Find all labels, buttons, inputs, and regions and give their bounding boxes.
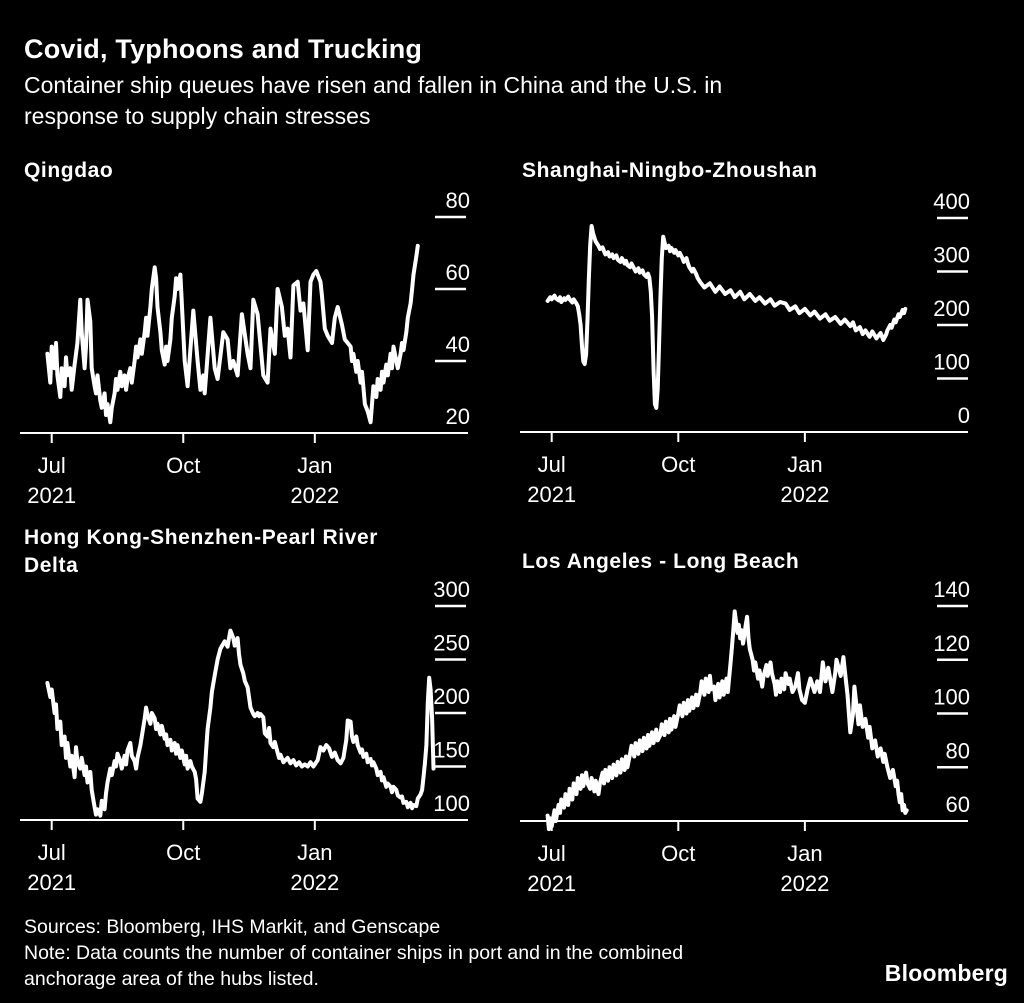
series-line-hongkong bbox=[45, 628, 436, 818]
x-tick-year-2022-losangeles: 2022 bbox=[780, 871, 829, 896]
x-tick-label-jul-hongkong: Jul bbox=[38, 840, 66, 865]
chart-title-qingdao: Qingdao bbox=[24, 157, 113, 185]
x-tick-label-oct-losangeles: Oct bbox=[661, 841, 695, 866]
x-tick-year-2021-losangeles: 2021 bbox=[527, 871, 576, 896]
y-tick-label-140-losangeles: 140 bbox=[933, 577, 970, 602]
y-tick-label-80-losangeles: 80 bbox=[946, 738, 970, 763]
x-tick-year-2021-qingdao: 2021 bbox=[27, 483, 76, 508]
chart-title-hong-kong-shenzhen-pearl-river-delta: Hong Kong-Shenzhen-Pearl River Delta bbox=[24, 524, 378, 580]
x-tick-label-oct-hongkong: Oct bbox=[166, 840, 200, 865]
y-tick-label-400-shanghai: 400 bbox=[933, 189, 970, 214]
chart-title-hong-kong-line-1: Hong Kong-Shenzhen-Pearl River bbox=[24, 526, 379, 549]
x-tick-label-jan-losangeles: Jan bbox=[787, 841, 822, 866]
y-tick-label-20-qingdao: 20 bbox=[446, 404, 470, 429]
y-tick-label-100-shanghai: 100 bbox=[933, 350, 970, 375]
y-tick-label-60-losangeles: 60 bbox=[946, 792, 970, 817]
chart-title-los-angeles-long-beach: Los Angeles - Long Beach bbox=[522, 548, 799, 576]
series-line-shanghai bbox=[545, 224, 908, 410]
x-tick-year-2022-shanghai: 2022 bbox=[780, 482, 829, 507]
y-tick-label-120-losangeles: 120 bbox=[933, 631, 970, 656]
y-tick-label-300-shanghai: 300 bbox=[933, 243, 970, 268]
chart-title-qingdao-line: Qingdao bbox=[24, 159, 114, 182]
x-tick-year-2021-hongkong: 2021 bbox=[27, 870, 76, 895]
y-tick-label-80-qingdao: 80 bbox=[446, 188, 470, 213]
page-title: Covid, Typhoons and Trucking bbox=[24, 34, 423, 64]
x-tick-label-oct-qingdao: Oct bbox=[166, 453, 200, 478]
x-tick-label-oct-shanghai: Oct bbox=[661, 452, 695, 477]
y-tick-label-60-qingdao: 60 bbox=[446, 260, 470, 285]
bloomberg-logo: Bloomberg bbox=[884, 960, 1008, 986]
footer: Sources: Bloomberg, IHS Markit, and Gens… bbox=[24, 914, 683, 992]
note-text-line-1: Note: Data counts the number of containe… bbox=[24, 942, 684, 964]
y-tick-label-200-hongkong: 200 bbox=[433, 684, 470, 709]
x-tick-year-2022-hongkong: 2022 bbox=[290, 870, 339, 895]
page-subtitle-line-1: Container ship queues have risen and fal… bbox=[24, 72, 723, 98]
x-tick-label-jul-shanghai: Jul bbox=[538, 452, 566, 477]
x-tick-label-jan-hongkong: Jan bbox=[297, 840, 332, 865]
y-tick-label-100-losangeles: 100 bbox=[933, 685, 970, 710]
x-tick-year-2022-qingdao: 2022 bbox=[290, 483, 339, 508]
page-subtitle: Container ship queues have risen and fal… bbox=[24, 70, 722, 132]
x-tick-label-jul-qingdao: Jul bbox=[38, 453, 66, 478]
y-tick-label-100-hongkong: 100 bbox=[433, 791, 470, 816]
chart-title-shanghai-line: Shanghai-Ningbo-Zhoushan bbox=[522, 159, 818, 182]
y-tick-label-300-hongkong: 300 bbox=[433, 577, 470, 602]
chart-title-hong-kong-line-2: Delta bbox=[24, 554, 79, 577]
series-line-qingdao bbox=[45, 243, 420, 425]
x-tick-label-jan-shanghai: Jan bbox=[787, 452, 822, 477]
page-subtitle-line-2: response to supply chain stresses bbox=[24, 103, 371, 129]
note-text-line-2: anchorage area of the hubs listed. bbox=[24, 968, 319, 990]
chart-title-shanghai-ningbo-zhoushan: Shanghai-Ningbo-Zhoushan bbox=[522, 157, 818, 185]
x-tick-label-jul-losangeles: Jul bbox=[538, 841, 566, 866]
y-tick-label-150-hongkong: 150 bbox=[433, 738, 470, 763]
chart-title-los-angeles-line: Los Angeles - Long Beach bbox=[522, 550, 800, 573]
y-tick-label-250-hongkong: 250 bbox=[433, 631, 470, 656]
sources-text: Sources: Bloomberg, IHS Markit, and Gens… bbox=[24, 916, 441, 938]
x-tick-label-jan-qingdao: Jan bbox=[297, 453, 332, 478]
x-tick-year-2021-shanghai: 2021 bbox=[527, 482, 576, 507]
y-tick-label-0-shanghai: 0 bbox=[958, 403, 970, 428]
y-tick-label-40-qingdao: 40 bbox=[446, 332, 470, 357]
series-line-losangeles bbox=[545, 609, 909, 832]
y-tick-label-200-shanghai: 200 bbox=[933, 296, 970, 321]
